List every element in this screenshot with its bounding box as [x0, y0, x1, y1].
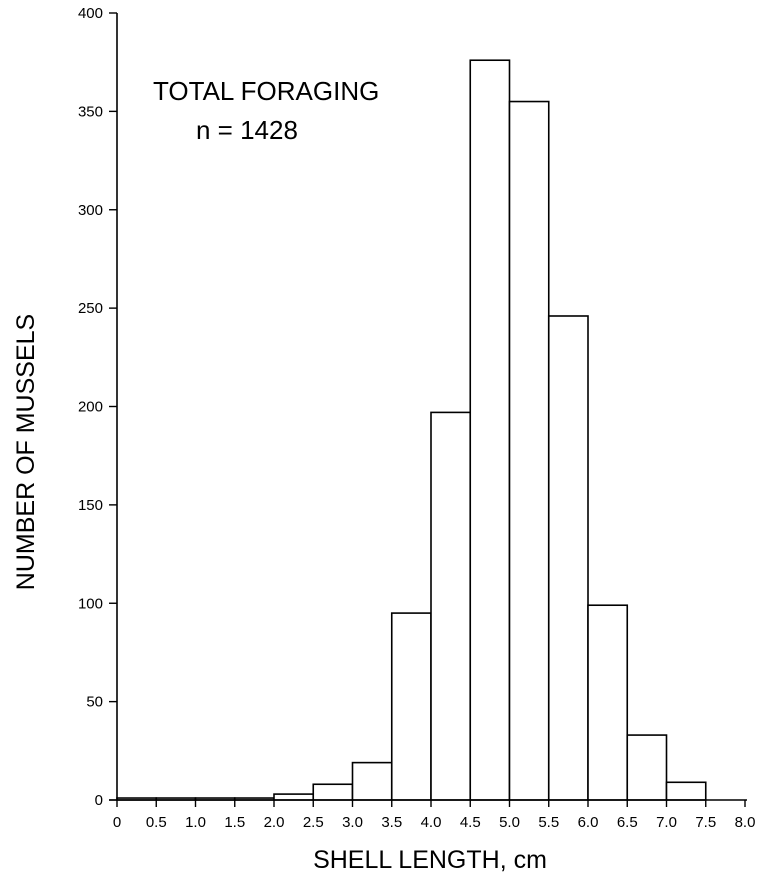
y-tick-label: 350: [78, 103, 103, 120]
bar-4: [273, 793, 315, 801]
y-tick-label: 250: [78, 300, 103, 317]
bar-10: [508, 100, 550, 801]
y-tick-label: 50: [86, 694, 103, 711]
y-tick-label: 400: [78, 5, 103, 22]
y-tick-label: 100: [78, 595, 103, 612]
x-tick-label: 3.0: [342, 814, 363, 831]
y-tick-label: 200: [78, 399, 103, 416]
x-tick-label: 2.0: [264, 814, 285, 831]
x-tick-label: 7.0: [656, 814, 677, 831]
bar-14: [665, 781, 707, 801]
x-tick-label: 0: [113, 814, 121, 831]
x-tick-label: 2.5: [303, 814, 324, 831]
y-tick-label: 150: [78, 497, 103, 514]
annotation-title: TOTAL FORAGING: [153, 76, 379, 106]
y-tick-label: 0: [95, 792, 103, 809]
x-tick-label: 5.5: [538, 814, 559, 831]
bar-5: [312, 783, 354, 801]
bar-13: [626, 734, 668, 801]
x-tick-label: 4.5: [460, 814, 481, 831]
x-tick-label: 1.0: [185, 814, 206, 831]
x-tick-label: 4.0: [421, 814, 442, 831]
bar-12: [587, 604, 629, 801]
x-tick-label: 5.0: [499, 814, 520, 831]
x-tick-label: 8.0: [735, 814, 756, 831]
x-tick-label: 6.0: [578, 814, 599, 831]
x-axis-label: SHELL LENGTH, cm: [313, 846, 547, 874]
x-tick-label: 3.5: [381, 814, 402, 831]
ticks-group: 0 0.5 1.0 1.5 2.0 2.5 3.0 3.5 4.0 4.5 5.0 5.5 6.0 6.5…: [78, 5, 755, 831]
bars-group: [116, 59, 707, 801]
y-tick-label: 300: [78, 202, 103, 219]
annotation-sample-size: n = 1428: [196, 115, 298, 145]
bar-6: [351, 761, 393, 801]
bar-11: [547, 315, 589, 801]
bar-9: [469, 59, 511, 801]
x-tick-label: 7.5: [695, 814, 716, 831]
x-tick-label: 6.5: [617, 814, 638, 831]
x-tick-label: 0.5: [146, 814, 167, 831]
y-axis-label: NUMBER OF MUSSELS: [12, 314, 40, 590]
bar-8: [430, 411, 472, 801]
bar-7: [390, 612, 432, 801]
x-tick-label: 1.5: [224, 814, 245, 831]
